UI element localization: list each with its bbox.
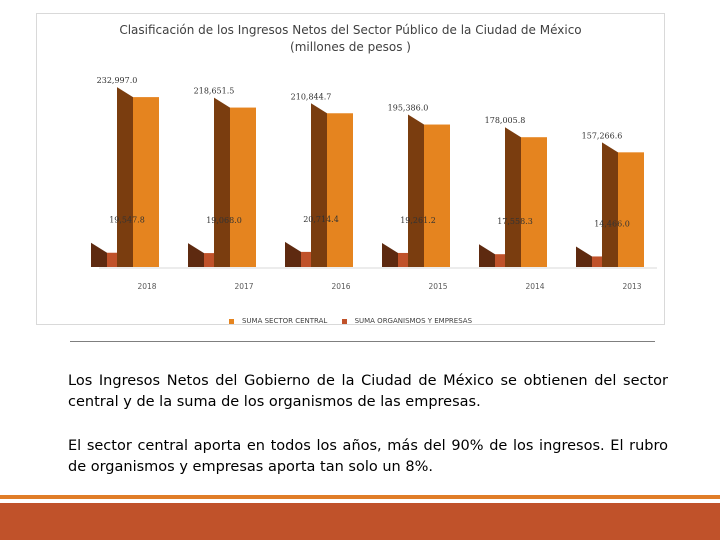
footer-bar: [0, 503, 720, 540]
data-label-organismos-2013: 14,466.0: [594, 219, 630, 228]
data-label-central-2013: 157,266.6: [582, 131, 623, 140]
legend-item-organismos: SUMA ORGANISMOS Y EMPRESAS: [341, 317, 473, 325]
data-label-organismos-2015: 19,261.2: [400, 216, 436, 225]
bar-central-2014-front: [521, 137, 547, 267]
bar-central-2018-side: [117, 87, 133, 267]
legend-label-central: SUMA SECTOR CENTRAL: [241, 317, 328, 325]
bar-organismos-2018-side: [91, 242, 107, 267]
bar-central-2017-side: [214, 97, 230, 267]
x-tick-label-2017: 2017: [234, 282, 253, 291]
paragraph-intro: Los Ingresos Netos del Gobierno de la Ci…: [68, 373, 668, 410]
footer-accent-line: [0, 495, 720, 499]
bar-central-2016-side: [311, 103, 327, 268]
bar-organismos-2016-side: [285, 241, 301, 267]
bar-organismos-2013-side: [576, 246, 592, 267]
data-label-central-2017: 218,651.5: [194, 87, 235, 96]
divider-line: [70, 341, 655, 342]
data-label-central-2014: 178,005.8: [485, 116, 526, 125]
bar-central-2013-front: [618, 152, 644, 267]
legend-label-organismos: SUMA ORGANISMOS Y EMPRESAS: [354, 317, 473, 325]
paragraph-contribution: El sector central aporta en todos los añ…: [68, 438, 668, 475]
bar-organismos-2015-side: [382, 242, 398, 267]
bar-central-2015-front: [424, 124, 450, 268]
x-tick-label-2016: 2016: [331, 282, 350, 291]
bar-central-2013-side: [602, 142, 618, 267]
chart-subtitle: (millones de pesos ): [290, 40, 411, 54]
bar-organismos-2014-side: [479, 244, 495, 267]
chart-frame: Clasificación de los Ingresos Netos del …: [36, 13, 665, 325]
data-label-organismos-2018: 19,547.8: [109, 216, 145, 225]
bar-chart: 232,997.0 19,547.8 2018 218,651.5 19,068.0 20…: [91, 76, 657, 291]
data-label-organismos-2014: 17,558.3: [497, 217, 533, 226]
bar-organismos-2017-side: [188, 243, 204, 267]
data-label-central-2016: 210,844.7: [291, 92, 332, 101]
data-label-central-2018: 232,997.0: [97, 76, 138, 85]
legend-swatch-central: [228, 318, 234, 324]
bar-central-2015-side: [408, 114, 424, 268]
chart-legend: SUMA SECTOR CENTRAL SUMA ORGANISMOS Y EM…: [37, 317, 664, 325]
data-label-organismos-2016: 20,714.4: [303, 215, 339, 224]
chart-title: Clasificación de los Ingresos Netos del …: [119, 23, 582, 37]
bar-central-2018-front: [133, 97, 159, 267]
data-label-central-2015: 195,386.0: [388, 104, 429, 113]
legend-item-central: SUMA SECTOR CENTRAL: [228, 317, 328, 325]
bar-central-2014-side: [505, 127, 521, 267]
bar-central-2016-front: [327, 113, 353, 268]
legend-swatch-organismos: [341, 318, 347, 324]
x-tick-label-2018: 2018: [137, 282, 156, 291]
x-tick-label-2015: 2015: [428, 282, 447, 291]
bar-central-2017-front: [230, 107, 256, 267]
x-tick-label-2014: 2014: [525, 282, 544, 291]
data-label-organismos-2017: 19,068.0: [206, 216, 242, 225]
x-tick-label-2013: 2013: [622, 282, 641, 291]
